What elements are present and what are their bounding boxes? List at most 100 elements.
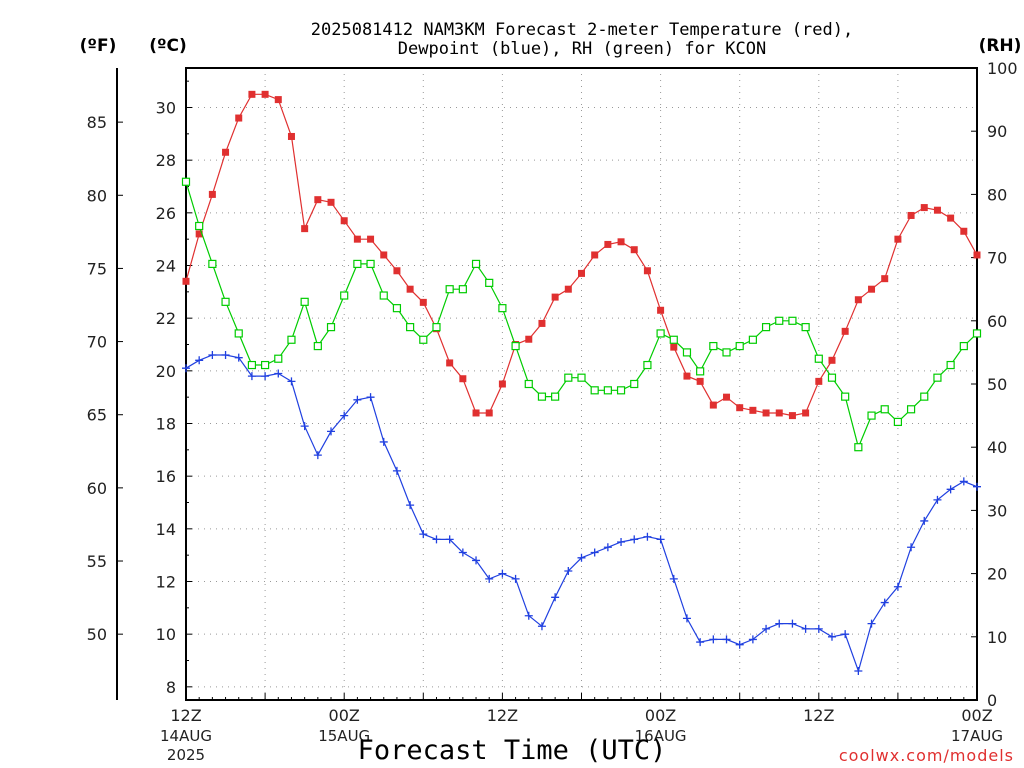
dewpoint-data-point <box>762 624 771 633</box>
temperature-data-point <box>960 227 968 235</box>
rh-data-point <box>735 341 744 351</box>
rh-data-point <box>682 348 692 357</box>
rh-data-point <box>616 386 626 395</box>
rh-data-point <box>564 373 573 382</box>
fahrenheit-tick-label: 60 <box>87 479 107 498</box>
rh-data-point <box>801 323 810 332</box>
rh-data-point <box>445 285 454 294</box>
temperature-data-point <box>248 90 256 98</box>
dewpoint-data-point <box>564 566 573 575</box>
temperature-data-point <box>973 251 981 259</box>
dewpoint-data-point <box>827 632 836 641</box>
plot-frame <box>185 67 978 701</box>
dewpoint-data-point <box>208 351 217 360</box>
temperature-data-point <box>723 393 731 401</box>
x-tick-time-label: 00Z <box>645 706 676 725</box>
temperature-data-point <box>591 251 599 259</box>
temperature-data-point <box>775 409 783 417</box>
dewpoint-data-point <box>182 364 190 373</box>
dewpoint-data-point <box>300 422 309 431</box>
temperature-data-point <box>854 296 862 304</box>
dewpoint-data-point <box>498 569 507 578</box>
temperature-data-point <box>670 343 678 351</box>
temperature-data-point <box>472 409 480 417</box>
rh-data-point <box>656 329 665 338</box>
rh-data-point <box>392 304 402 313</box>
temperature-data-point <box>841 327 849 335</box>
rh-data-point <box>906 405 916 414</box>
dewpoint-data-point <box>472 556 481 565</box>
temperature-data-point <box>274 96 282 104</box>
rh-data-point <box>867 411 876 420</box>
temperature-data-point <box>380 251 388 259</box>
chart-title-line1: 2025081412 NAM3KM Forecast 2-meter Tempe… <box>311 20 853 40</box>
temperature-data-point <box>419 298 427 306</box>
rh-tick-label: 40 <box>987 438 1007 457</box>
rh-data-point <box>498 304 507 313</box>
celsius-tick-label: 28 <box>156 151 176 170</box>
dewpoint-data-point <box>893 582 902 591</box>
axis-ticks: 8 10 12 14 16 18 20 22 24 26 28 30 50 55 60 65 70 75 80 85 0… <box>87 59 1018 764</box>
temperature-data-point <box>815 377 823 385</box>
dewpoint-data-point <box>590 548 599 557</box>
celsius-unit-label: (ºC) <box>149 36 187 56</box>
temperature-data-point <box>446 359 454 367</box>
rh-data-point <box>814 354 823 363</box>
rh-tick-label: 80 <box>987 185 1007 204</box>
rh-data-point <box>313 341 322 351</box>
temperature-data-point <box>920 204 928 212</box>
rh-data-point <box>432 323 441 332</box>
rh-data-point <box>775 316 784 325</box>
rh-tick-label: 100 <box>987 59 1018 78</box>
rh-data-point <box>722 348 731 357</box>
rh-data-point <box>511 341 520 351</box>
dewpoint-data-point <box>814 624 823 633</box>
dewpoint-data-point <box>643 532 652 541</box>
temperature-data-point <box>709 401 717 409</box>
temperature-data-point <box>301 225 309 233</box>
dewpoint-data-point <box>946 485 955 494</box>
temperature-data-point <box>195 230 203 238</box>
rh-tick-label: 30 <box>987 501 1007 520</box>
celsius-tick-label: 14 <box>156 520 176 539</box>
dewpoint-data-point <box>669 574 678 583</box>
dewpoint-data-point <box>867 619 876 628</box>
rh-data-point <box>669 335 678 344</box>
dewpoint-data-point <box>722 635 731 644</box>
temperature-data-point <box>182 277 190 285</box>
dewpoint-data-point <box>261 372 270 381</box>
dewpoint-data-point <box>313 451 322 460</box>
rh-data-point <box>300 297 309 306</box>
rh-data-point <box>221 297 230 306</box>
rh-data-point <box>287 335 296 344</box>
celsius-tick-label: 18 <box>156 415 176 434</box>
rh-data-point <box>353 259 362 269</box>
dewpoint-data-point <box>682 614 691 623</box>
rh-data-point <box>788 316 797 325</box>
rh-data-point <box>841 392 850 401</box>
x-tick-date-label: 16AUG <box>635 727 687 745</box>
temperature-data-point <box>578 269 585 277</box>
temperature-data-point <box>208 190 216 198</box>
dewpoint-data-point <box>485 574 494 583</box>
temperature-data-point <box>353 235 361 243</box>
x-tick-time-label: 00Z <box>961 706 992 725</box>
fahrenheit-tick-label: 85 <box>87 113 107 132</box>
celsius-tick-label: 10 <box>156 625 176 644</box>
rh-data-point <box>603 386 612 395</box>
rh-data-point <box>696 367 705 376</box>
rh-data-point <box>471 259 481 269</box>
temperature-data-point <box>736 404 744 412</box>
temperature-data-point <box>762 409 770 417</box>
x-axis-title: Forecast Time (UTC) <box>358 735 667 766</box>
temperature-data-point <box>630 246 638 254</box>
celsius-tick-label: 12 <box>156 573 176 592</box>
celsius-tick-label: 8 <box>166 678 176 697</box>
x-tick-year-label: 2025 <box>167 746 205 764</box>
dewpoint-data-point <box>841 630 850 639</box>
chart-title-line2: Dewpoint (blue), RH (green) for KCON <box>398 39 766 59</box>
dewpoint-data-point <box>603 543 612 552</box>
temperature-data-point <box>222 148 230 156</box>
dewpoint-data-point <box>630 535 639 544</box>
dewpoint-data-point <box>933 495 942 504</box>
